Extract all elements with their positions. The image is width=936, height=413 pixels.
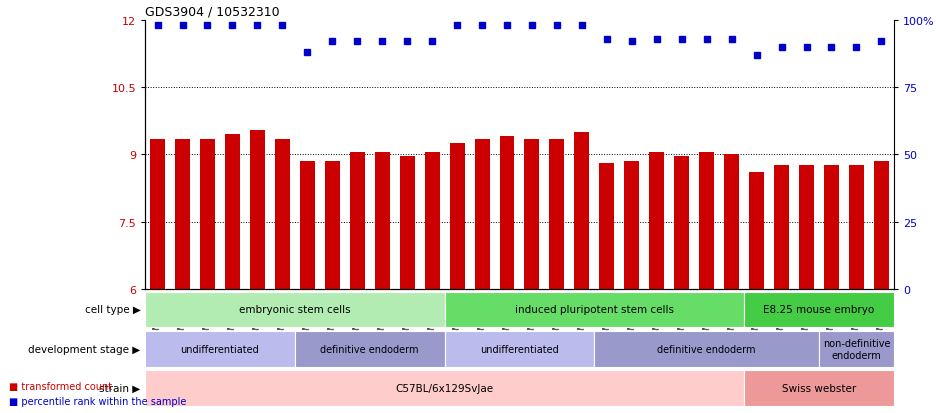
Bar [200, 139, 215, 289]
Bar [744, 370, 894, 406]
Bar [250, 130, 265, 289]
Bar [145, 292, 445, 328]
Bar [874, 161, 889, 289]
Bar [699, 153, 714, 289]
Bar [145, 370, 744, 406]
Bar [145, 331, 295, 367]
Bar [824, 166, 839, 289]
Text: ■ percentile rank within the sample: ■ percentile rank within the sample [9, 396, 187, 406]
Text: definitive endoderm: definitive endoderm [657, 344, 756, 354]
Bar [325, 161, 340, 289]
Text: strain ▶: strain ▶ [99, 383, 140, 393]
Text: E8.25 mouse embryo: E8.25 mouse embryo [764, 305, 874, 315]
Bar [749, 173, 764, 289]
Bar [425, 153, 440, 289]
Bar [175, 139, 190, 289]
Bar [575, 133, 590, 289]
Bar [624, 161, 639, 289]
Bar [295, 331, 445, 367]
Bar [799, 166, 814, 289]
Text: induced pluripotent stem cells: induced pluripotent stem cells [515, 305, 674, 315]
Bar [594, 331, 819, 367]
Bar [849, 166, 864, 289]
Text: GDS3904 / 10532310: GDS3904 / 10532310 [145, 5, 280, 18]
Text: ■ transformed count: ■ transformed count [9, 381, 112, 391]
Text: development stage ▶: development stage ▶ [28, 344, 140, 354]
Bar [225, 135, 240, 289]
Bar [475, 139, 490, 289]
Text: C57BL/6x129SvJae: C57BL/6x129SvJae [396, 383, 493, 393]
Bar [150, 139, 165, 289]
Text: undifferentiated: undifferentiated [480, 344, 559, 354]
Bar [500, 137, 515, 289]
Text: non-definitive
endoderm: non-definitive endoderm [823, 338, 890, 360]
Bar [449, 144, 464, 289]
Bar [650, 153, 665, 289]
Bar [674, 157, 689, 289]
Bar [744, 292, 894, 328]
Text: undifferentiated: undifferentiated [181, 344, 259, 354]
Bar [374, 153, 389, 289]
Bar [549, 139, 564, 289]
Bar [524, 139, 539, 289]
Bar [300, 161, 314, 289]
Text: definitive endoderm: definitive endoderm [320, 344, 419, 354]
Bar [724, 155, 739, 289]
Bar [400, 157, 415, 289]
Text: embryonic stem cells: embryonic stem cells [239, 305, 351, 315]
Bar [599, 164, 614, 289]
Bar [445, 292, 744, 328]
Text: Swiss webster: Swiss webster [782, 383, 856, 393]
Bar [275, 139, 290, 289]
Bar [819, 331, 894, 367]
Bar [350, 153, 365, 289]
Bar [445, 331, 594, 367]
Text: cell type ▶: cell type ▶ [84, 305, 140, 315]
Bar [774, 166, 789, 289]
